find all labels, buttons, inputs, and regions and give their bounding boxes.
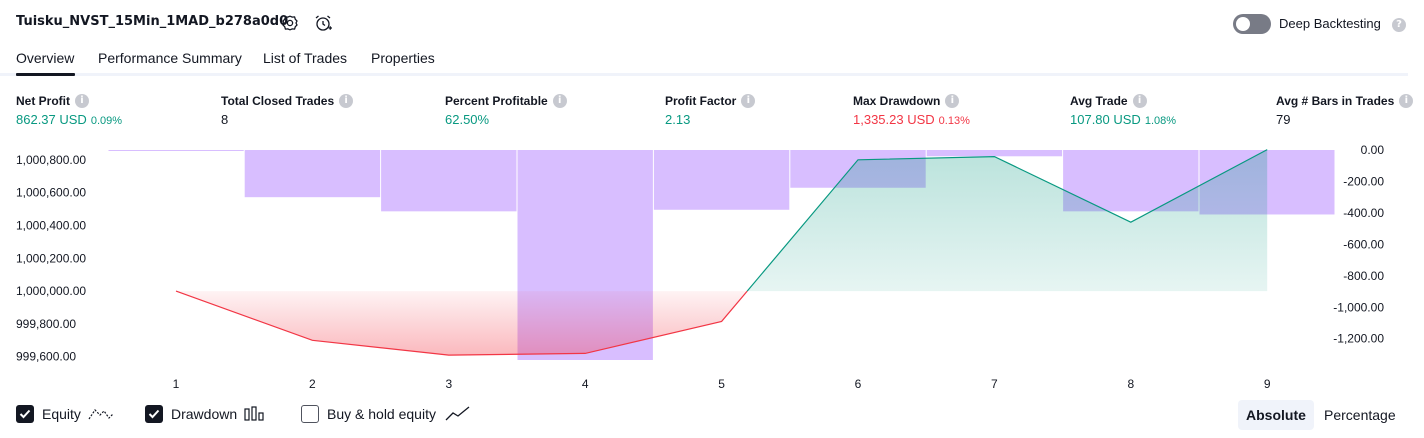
add-alarm-icon[interactable] bbox=[313, 13, 333, 33]
right-axis-tick: -200.00 bbox=[1343, 174, 1384, 188]
x-axis-tick: 3 bbox=[445, 377, 452, 391]
tab-performance-summary[interactable]: Performance Summary bbox=[98, 50, 242, 66]
metric-percent-profitable: Percent Profitable i 62.50% bbox=[445, 94, 567, 127]
metric-percent: 0.13% bbox=[938, 115, 970, 127]
metric-value: 2.13 bbox=[665, 112, 691, 127]
x-axis-tick: 8 bbox=[1127, 377, 1134, 391]
active-tab-indicator bbox=[16, 73, 75, 76]
question-icon[interactable]: ? bbox=[1392, 18, 1406, 32]
drawdown-bars-icon bbox=[244, 405, 266, 428]
left-axis-tick: 999,600.00 bbox=[16, 350, 76, 364]
equity-legend-label: Equity bbox=[42, 406, 81, 422]
metric-total-closed-trades: Total Closed Trades i 8 bbox=[221, 94, 354, 127]
tab-properties[interactable]: Properties bbox=[371, 50, 435, 66]
x-axis-tick: 5 bbox=[718, 377, 725, 391]
tab-overview[interactable]: Overview bbox=[16, 50, 75, 66]
deep-backtesting-label: Deep Backtesting bbox=[1279, 16, 1381, 31]
info-icon[interactable]: i bbox=[339, 94, 354, 108]
metric-label: Total Closed Trades bbox=[221, 94, 335, 108]
drawdown-bar bbox=[381, 150, 517, 212]
metric-profit-factor: Profit Factor i 2.13 bbox=[665, 94, 756, 127]
x-axis-tick: 9 bbox=[1264, 377, 1271, 391]
percentage-button[interactable]: Percentage bbox=[1324, 407, 1396, 423]
metric-value: 79 bbox=[1276, 112, 1291, 127]
drawdown-bar bbox=[653, 150, 790, 210]
x-axis: 1 2 3 4 5 6 7 8 9 bbox=[173, 377, 1271, 391]
toggle-knob bbox=[1236, 17, 1250, 31]
equity-line bbox=[175, 149, 1268, 356]
left-axis-tick: 1,000,200.00 bbox=[16, 251, 86, 265]
report-header: Tuisku_NVST_15Min_1MAD_b278a0d0 Deep Bac… bbox=[0, 0, 1424, 46]
metric-value: 107.80 USD bbox=[1070, 112, 1141, 127]
right-axis-tick: -600.00 bbox=[1343, 237, 1384, 251]
metric-percent: 0.09% bbox=[90, 115, 123, 127]
x-axis-tick: 2 bbox=[309, 377, 316, 391]
equity-checkbox[interactable] bbox=[16, 405, 34, 423]
drawdown-checkbox[interactable] bbox=[145, 405, 163, 423]
x-axis-tick: 7 bbox=[991, 377, 998, 391]
metric-value: 8 bbox=[221, 112, 229, 127]
metric-value: 62.50% bbox=[445, 112, 490, 127]
deep-backtesting-toggle[interactable] bbox=[1233, 14, 1271, 34]
absolute-button[interactable]: Absolute bbox=[1238, 400, 1314, 430]
metric-label: Avg Trade bbox=[1070, 94, 1128, 108]
metric-avg-bars-in-trades: Avg # Bars in Trades i 79 bbox=[1276, 94, 1414, 127]
tab-list-of-trades[interactable]: List of Trades bbox=[263, 50, 348, 66]
info-icon[interactable]: i bbox=[945, 94, 960, 108]
buy-hold-legend-label: Buy & hold equity bbox=[327, 406, 436, 422]
loss-area bbox=[176, 291, 748, 356]
report-tabs: Overview Performance Summary List of Tra… bbox=[0, 46, 1408, 76]
left-axis-tick: 1,000,600.00 bbox=[16, 186, 86, 200]
chart-footer: Equity Drawdown Buy & hold equity Absolu… bbox=[0, 398, 1424, 438]
equity-fills bbox=[176, 149, 1268, 356]
right-axis: 0.00 -200.00 -400.00 -600.00 -800.00 -1,000.0… bbox=[1333, 143, 1384, 346]
info-icon[interactable]: i bbox=[741, 94, 756, 108]
x-axis-tick: 6 bbox=[855, 377, 862, 391]
right-axis-tick: -400.00 bbox=[1343, 206, 1384, 220]
info-icon[interactable]: i bbox=[1132, 94, 1147, 108]
equity-line-profit bbox=[746, 149, 1268, 292]
right-axis-tick: -1,200.00 bbox=[1333, 332, 1384, 346]
equity-chart[interactable]: 1,000,800.00 1,000,600.00 1,000,400.00 1,00… bbox=[0, 140, 1424, 398]
gear-icon[interactable] bbox=[280, 13, 300, 33]
profit-area bbox=[747, 149, 1268, 292]
metric-value: 862.37 USD bbox=[16, 112, 87, 127]
drawdown-bar bbox=[244, 150, 381, 198]
metric-avg-trade: Avg Trade i 107.80 USD 1.08% bbox=[1070, 94, 1176, 127]
drawdown-legend-label: Drawdown bbox=[171, 406, 238, 422]
strategy-name: Tuisku_NVST_15Min_1MAD_b278a0d0 bbox=[16, 14, 289, 29]
metric-label: Net Profit bbox=[16, 94, 70, 108]
left-axis: 1,000,800.00 1,000,600.00 1,000,400.00 1,00… bbox=[16, 153, 86, 364]
metric-label: Max Drawdown bbox=[853, 94, 941, 108]
metric-max-drawdown: Max Drawdown i 1,335.23 USD 0.13% bbox=[853, 94, 970, 127]
buy-hold-checkbox[interactable] bbox=[301, 405, 319, 423]
info-icon[interactable]: i bbox=[75, 94, 89, 108]
drawdown-bar bbox=[108, 150, 244, 151]
metric-value: 1,335.23 USD bbox=[853, 112, 935, 127]
left-axis-tick: 1,000,800.00 bbox=[16, 153, 86, 167]
info-icon[interactable]: i bbox=[1399, 94, 1414, 108]
right-axis-tick: -1,000.00 bbox=[1333, 300, 1384, 314]
right-axis-tick: 0.00 bbox=[1361, 143, 1385, 157]
left-axis-tick: 999,800.00 bbox=[16, 317, 76, 331]
metric-percent: 1.08% bbox=[1144, 115, 1177, 127]
buy-hold-line-icon bbox=[445, 405, 471, 428]
equity-line-icon bbox=[88, 405, 114, 428]
metric-label: Profit Factor bbox=[665, 94, 737, 108]
x-axis-tick: 1 bbox=[173, 377, 180, 391]
metric-label: Avg # Bars in Trades bbox=[1276, 94, 1395, 108]
left-axis-tick: 1,000,000.00 bbox=[16, 284, 86, 298]
equity-line-loss bbox=[175, 290, 748, 356]
right-axis-tick: -800.00 bbox=[1343, 269, 1384, 283]
left-axis-tick: 1,000,400.00 bbox=[16, 218, 86, 232]
metric-label: Percent Profitable bbox=[445, 94, 548, 108]
info-icon[interactable]: i bbox=[552, 94, 567, 108]
metric-net-profit: Net Profit i 862.37 USD 0.09% bbox=[16, 94, 122, 127]
x-axis-tick: 4 bbox=[582, 377, 589, 391]
drawdown-bar bbox=[926, 150, 1063, 157]
